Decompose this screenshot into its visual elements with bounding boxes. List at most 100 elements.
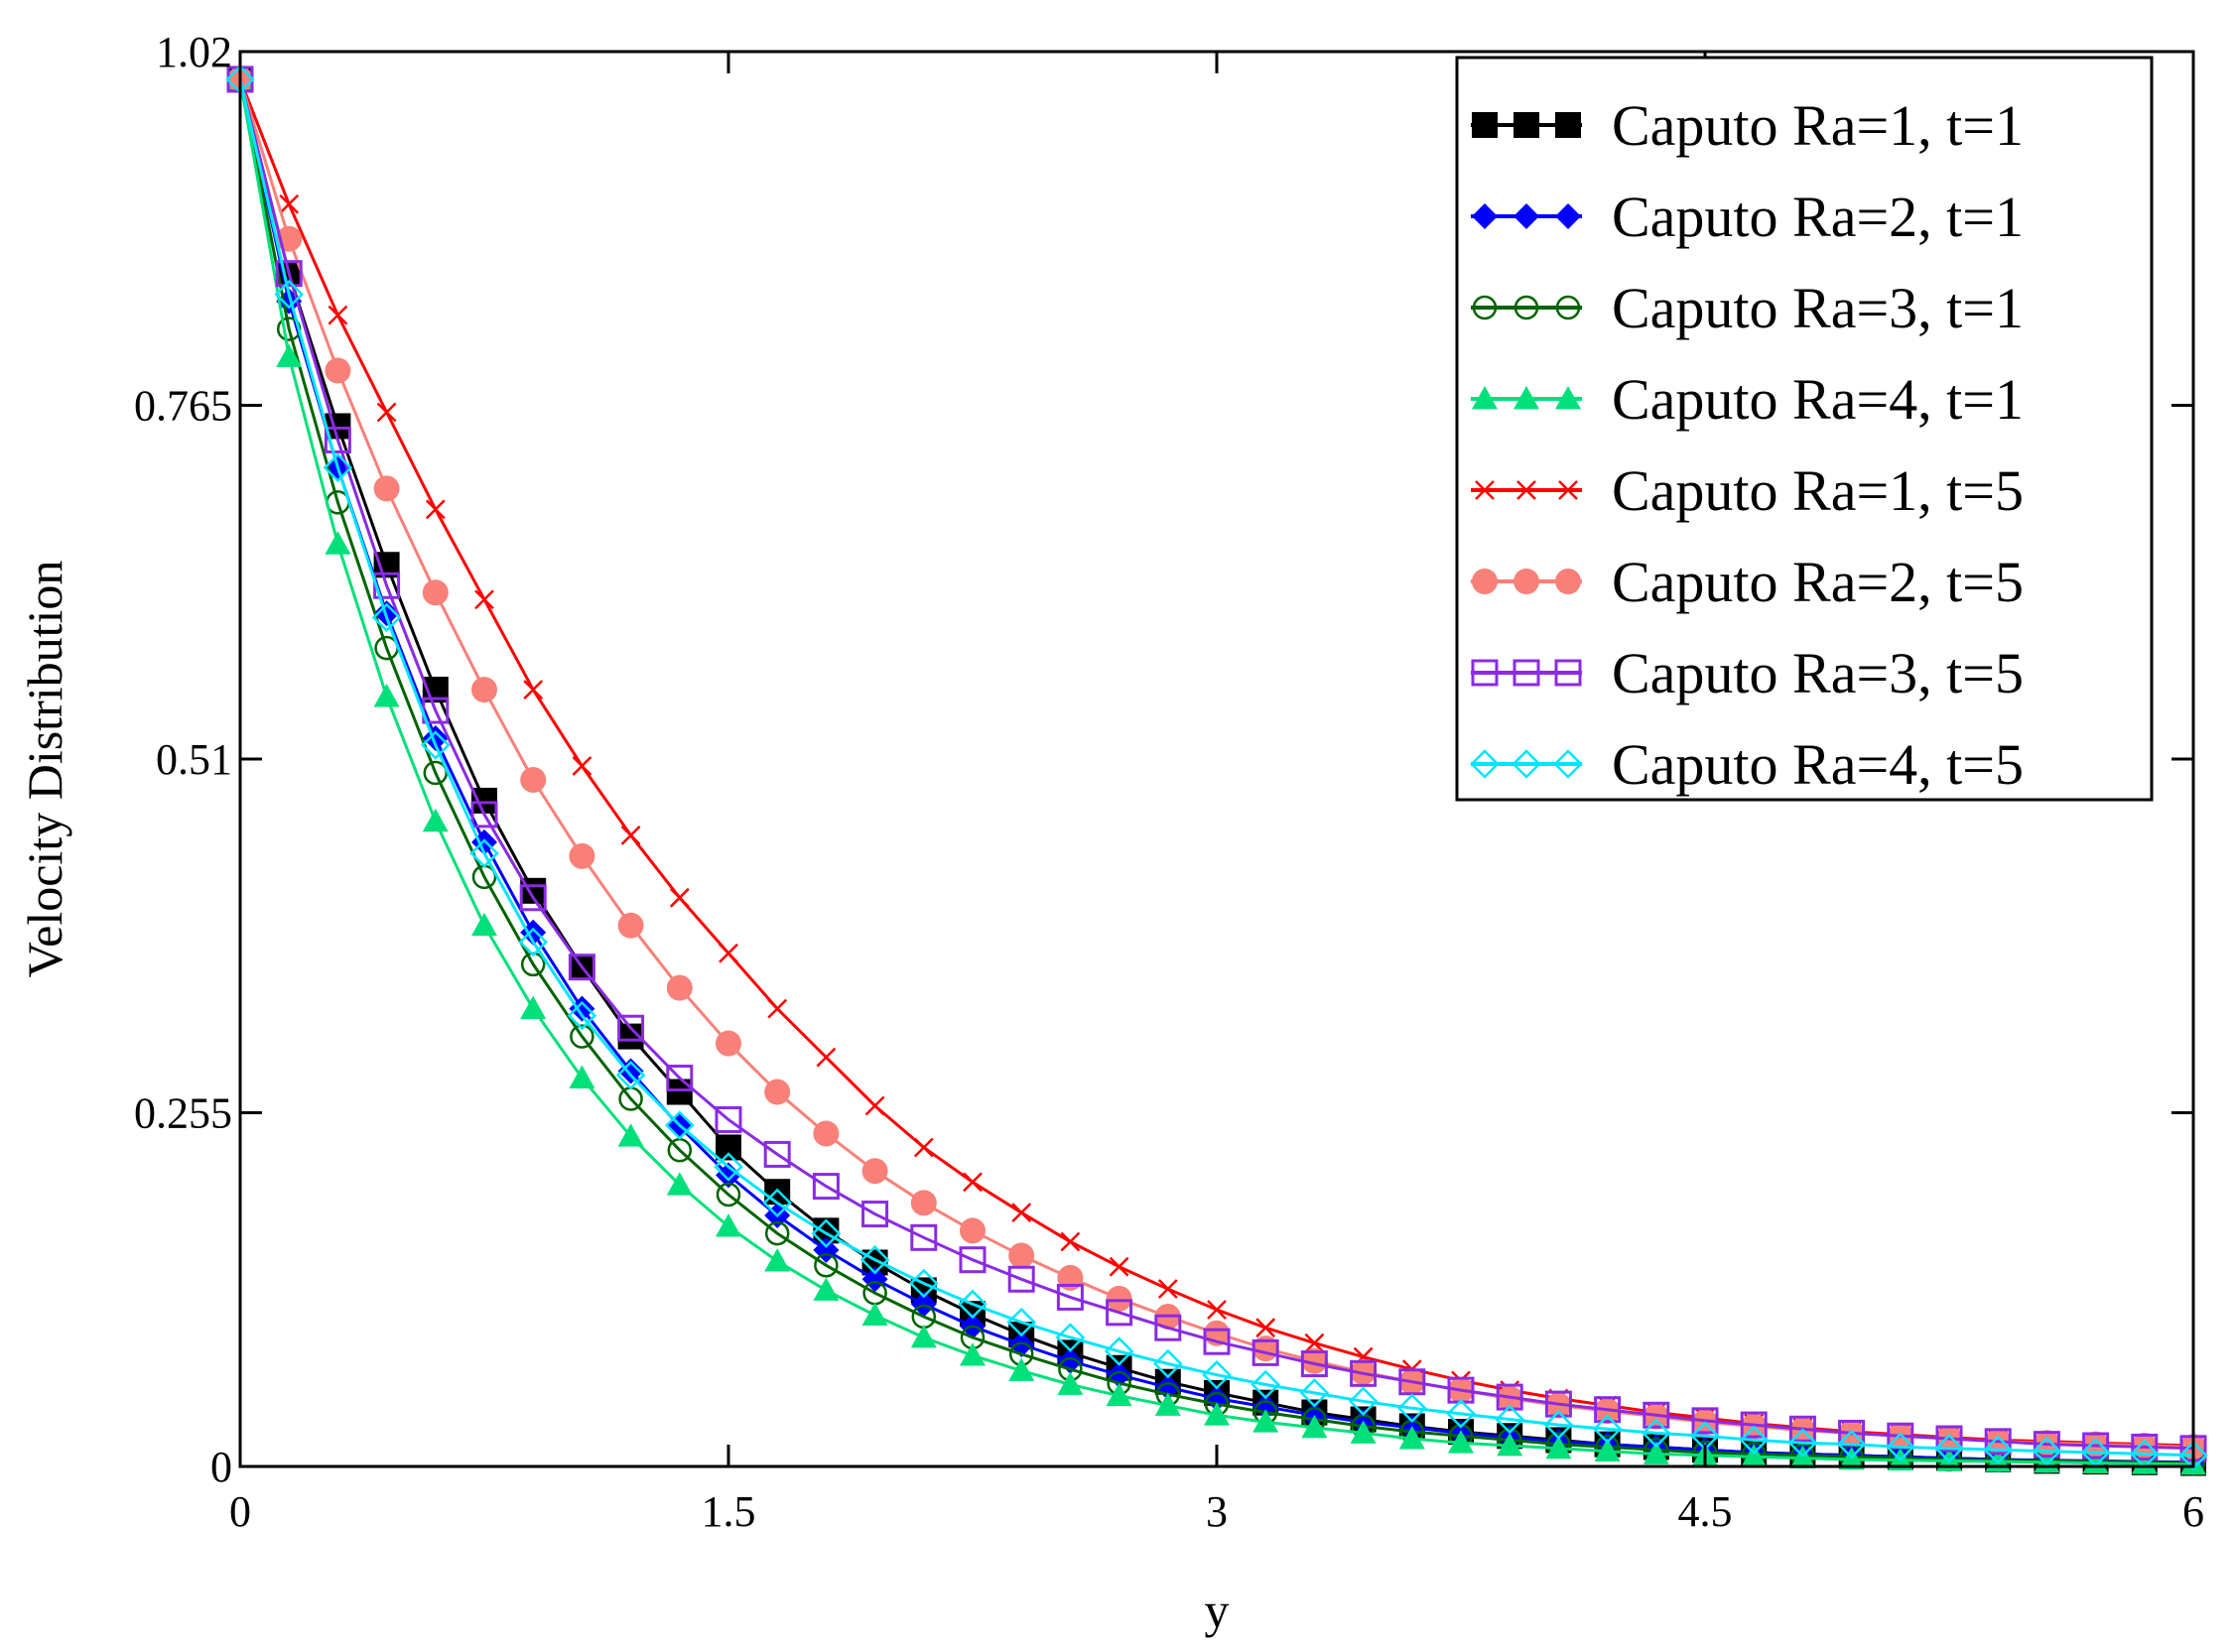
legend: Caputo Ra=1, t=1 Caputo Ra=2, t=1 Caputo R… [1455, 56, 2154, 802]
series-8-point-29 [1642, 1418, 1671, 1449]
series-6-point-2 [325, 357, 351, 384]
legend-label-6: Caputo Ra=2, t=5 [1612, 550, 2024, 614]
series-6-point-6 [520, 766, 547, 793]
series-8-point-10 [714, 1152, 743, 1182]
series-7-point-26 [1496, 1383, 1523, 1411]
series-5-point-13 [864, 1095, 885, 1116]
series-8-point-34 [1886, 1432, 1915, 1462]
series-7-point-23 [1350, 1359, 1378, 1387]
series-5-point-3 [376, 402, 397, 423]
series-4-point-4 [422, 808, 449, 832]
series-7-point-12 [812, 1173, 840, 1201]
series-6-point-12 [813, 1120, 840, 1147]
legend-marker-4-1 [1513, 386, 1539, 410]
series-3-point-12 [814, 1253, 839, 1278]
series-5-point-4 [425, 499, 446, 520]
legend-marker-3-2 [1555, 295, 1581, 320]
ticks-layer [238, 50, 2195, 1468]
series-7-point-11 [763, 1140, 791, 1168]
series-7-point-20 [1203, 1328, 1231, 1355]
series-7-point-16 [1007, 1265, 1035, 1293]
series-1-point-9 [666, 1079, 693, 1105]
series-4-point-24 [1398, 1426, 1425, 1450]
x-axis-title: y [1205, 1583, 1230, 1638]
series-8-point-13 [859, 1244, 890, 1275]
series-6-point-5 [471, 677, 497, 703]
legend-marker-6-1 [1513, 569, 1539, 594]
legend-marker-5-1 [1516, 480, 1536, 500]
series-7-point-1 [275, 260, 303, 288]
series-4-point-19 [1154, 1392, 1181, 1416]
series-8-point-7 [567, 1000, 597, 1031]
series-7-point-38 [2082, 1432, 2110, 1460]
legend-entry-3: Caputo Ra=3, t=1 [1471, 276, 2024, 340]
legend-entry-2: Caputo Ra=2, t=1 [1471, 185, 2024, 249]
series-4-point-39 [2131, 1451, 2158, 1474]
series-5-point-22 [1304, 1333, 1325, 1353]
series-4-point-11 [764, 1248, 791, 1272]
x-tick-label-4: 6 [2182, 1487, 2204, 1536]
series-8-point-8 [615, 1060, 646, 1090]
y-tick-label-1: 0.255 [134, 1089, 232, 1138]
series-4-point-8 [617, 1123, 644, 1147]
series-4-point-25 [1448, 1430, 1474, 1454]
legend-entries: Caputo Ra=1, t=1 Caputo Ra=2, t=1 Caputo R… [1470, 93, 2024, 797]
legend-marker-2-1 [1513, 203, 1539, 229]
series-6-point-22 [1301, 1347, 1328, 1374]
series-4-point-27 [1545, 1435, 1572, 1460]
series-8-point-12 [811, 1218, 842, 1248]
series-3-point-10 [716, 1182, 741, 1207]
legend-marker-1-2 [1555, 112, 1581, 138]
series-7-point-5 [470, 801, 498, 828]
legend-marker-4-2 [1555, 386, 1581, 410]
y-tick-label-3: 0.765 [134, 382, 232, 431]
series-1-point-11 [764, 1179, 791, 1206]
series-4-point-31 [1741, 1444, 1768, 1467]
series-8-point-2 [323, 452, 353, 483]
series-5-point-21 [1255, 1318, 1276, 1338]
series-6-point-4 [422, 579, 449, 606]
series-7-point-36 [1984, 1428, 2012, 1456]
legend-marker-8-0 [1470, 749, 1500, 779]
legend-marker-7-0 [1471, 659, 1499, 687]
series-8-point-6 [518, 927, 548, 957]
legend-marker-8-2 [1553, 749, 1583, 779]
legend-entry-8: Caputo Ra=4, t=5 [1470, 732, 2024, 797]
series-8-point-20 [1202, 1359, 1232, 1390]
series-7-point-7 [568, 953, 595, 981]
series-6 [227, 65, 2206, 1461]
series-5-point-1 [279, 193, 300, 214]
series-2-point-6 [520, 919, 547, 946]
series-3-point-7 [570, 1024, 594, 1049]
series-4-point-12 [813, 1277, 840, 1301]
series-6-point-8 [617, 912, 644, 939]
legend-label-4: Caputo Ra=4, t=1 [1612, 367, 2024, 432]
series-4-point-29 [1643, 1441, 1669, 1464]
series-7-point-37 [2033, 1431, 2060, 1459]
series-8 [225, 64, 2208, 1470]
series-7-point-17 [1056, 1283, 1084, 1311]
series-8-point-35 [1934, 1434, 1964, 1463]
series-5-point-8 [620, 826, 641, 845]
legend-marker-3-1 [1513, 295, 1539, 320]
series-2-point-7 [569, 995, 595, 1022]
series-4-point-9 [666, 1172, 693, 1196]
legend-entry-6: Caputo Ra=2, t=5 [1471, 550, 2024, 614]
series-4-point-5 [471, 912, 497, 937]
series-8-point-17 [1055, 1323, 1086, 1352]
series-8-point-36 [1983, 1435, 2013, 1464]
legend-entry-5: Caputo Ra=1, t=5 [1471, 458, 2024, 523]
series-8-point-9 [665, 1110, 695, 1140]
series-7-point-19 [1154, 1314, 1182, 1341]
series-5-point-14 [913, 1137, 934, 1158]
series-5-point-10 [719, 943, 738, 963]
series-8-point-19 [1153, 1348, 1183, 1379]
legend-label-5: Caputo Ra=1, t=5 [1612, 458, 2024, 523]
x-tick-label-3: 4.5 [1678, 1487, 1733, 1536]
series-7-point-2 [324, 426, 351, 453]
series-6-point-18 [1106, 1285, 1132, 1312]
series-8-line [238, 78, 2194, 1458]
x-tick-label-0: 0 [229, 1487, 251, 1536]
series-1-point-10 [716, 1134, 741, 1161]
